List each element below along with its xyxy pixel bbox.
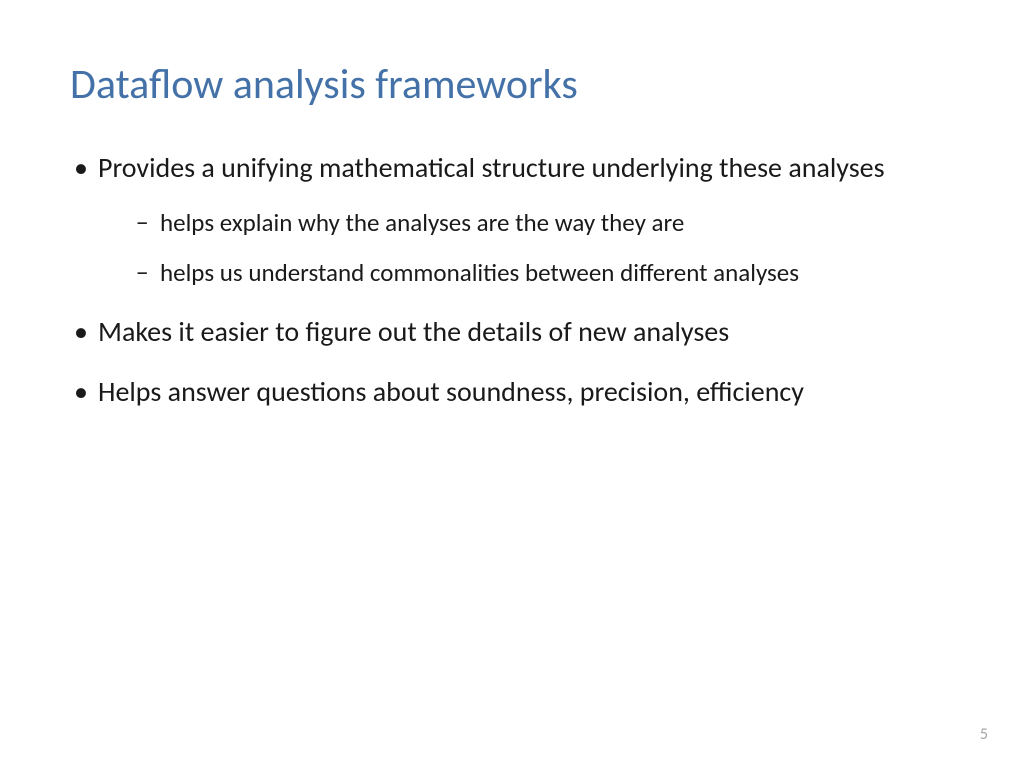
- bullet-item: Provides a unifying mathematical structu…: [70, 150, 954, 289]
- slide-container: Dataflow analysis frameworks Provides a …: [0, 0, 1024, 768]
- sub-bullet-text: helps us understand commonalities betwee…: [160, 257, 799, 288]
- slide-title: Dataflow analysis frameworks: [70, 60, 954, 110]
- sub-bullet-item: helps explain why the analyses are the w…: [136, 207, 954, 240]
- sub-bullet-item: helps us understand commonalities betwee…: [136, 257, 954, 290]
- sub-bullet-text: helps explain why the analyses are the w…: [160, 207, 684, 238]
- bullet-text: Helps answer questions about soundness, …: [98, 374, 804, 409]
- bullet-item: Makes it easier to figure out the detail…: [70, 314, 954, 350]
- page-number: 5: [980, 725, 988, 744]
- bullet-list-level1: Provides a unifying mathematical structu…: [70, 150, 954, 410]
- bullet-item: Helps answer questions about soundness, …: [70, 374, 954, 410]
- bullet-list-level2: helps explain why the analyses are the w…: [98, 207, 954, 290]
- slide-content: Provides a unifying mathematical structu…: [70, 150, 954, 410]
- bullet-text: Makes it easier to figure out the detail…: [98, 314, 729, 349]
- bullet-text: Provides a unifying mathematical structu…: [98, 150, 885, 185]
